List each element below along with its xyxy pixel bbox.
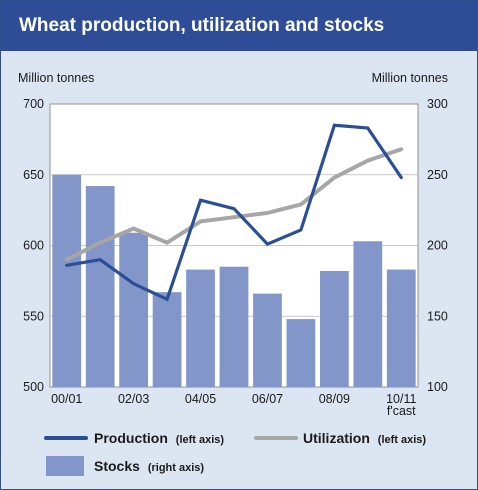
left-tick-label: 550 — [23, 309, 44, 323]
stocks-bar — [52, 174, 82, 387]
x-tick-label: 02/03 — [118, 392, 149, 406]
lines — [64, 123, 404, 302]
right-tick-label: 150 — [427, 309, 448, 323]
legend-stocks-swatch — [46, 456, 84, 476]
stocks-bar — [85, 186, 115, 387]
right-tick-label: 250 — [427, 168, 448, 182]
forecast-note: f'cast — [387, 404, 416, 418]
x-tick-label: 08/09 — [319, 392, 350, 406]
right-tick-label: 100 — [427, 380, 448, 394]
stocks-bar — [152, 292, 182, 387]
legend-utilization-label: Utilization (left axis) — [303, 430, 426, 446]
stocks-bar — [286, 319, 316, 387]
x-tick-label: 04/05 — [185, 392, 216, 406]
left-tick-label: 650 — [23, 168, 44, 182]
right-tick-label: 300 — [427, 97, 448, 111]
x-tick-label: 06/07 — [252, 392, 283, 406]
legend-production-label: Production (left axis) — [94, 430, 224, 446]
legend-stocks-label: Stocks (right axis) — [94, 458, 204, 474]
production-line — [65, 123, 403, 302]
right-axis-unit: Million tonnes — [372, 71, 448, 85]
left-tick-label: 500 — [23, 380, 44, 394]
chart-title: Wheat production, utilization and stocks — [19, 15, 385, 36]
stocks-bar — [386, 269, 416, 387]
left-axis-unit: Million tonnes — [18, 71, 94, 85]
right-tick-label: 200 — [427, 239, 448, 253]
stocks-bars — [52, 174, 416, 387]
stocks-bar — [253, 293, 282, 387]
stocks-bar — [319, 270, 349, 387]
x-tick-label: 00/01 — [51, 392, 82, 406]
legend: Production (left axis) Utilization (left… — [44, 430, 426, 476]
stocks-bar — [119, 232, 149, 387]
left-tick-label: 600 — [23, 239, 44, 253]
stocks-bar — [219, 266, 249, 387]
x-tick-label: 10/11 — [386, 392, 416, 406]
stocks-bar — [353, 241, 383, 387]
stocks-bar — [186, 269, 215, 387]
utilization-line — [64, 147, 404, 262]
left-tick-label: 700 — [23, 97, 44, 111]
title-bar: Wheat production, utilization and stocks — [1, 1, 477, 51]
axes: 700 300 650 250 600 200 550 150 500 100 00/01 02/03… — [23, 97, 448, 418]
